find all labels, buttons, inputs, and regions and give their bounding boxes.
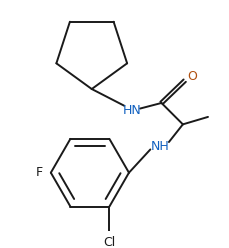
Text: Cl: Cl — [103, 236, 115, 248]
Text: NH: NH — [150, 140, 168, 153]
Text: O: O — [186, 69, 196, 83]
Text: HN: HN — [122, 104, 141, 117]
Text: F: F — [36, 166, 43, 179]
